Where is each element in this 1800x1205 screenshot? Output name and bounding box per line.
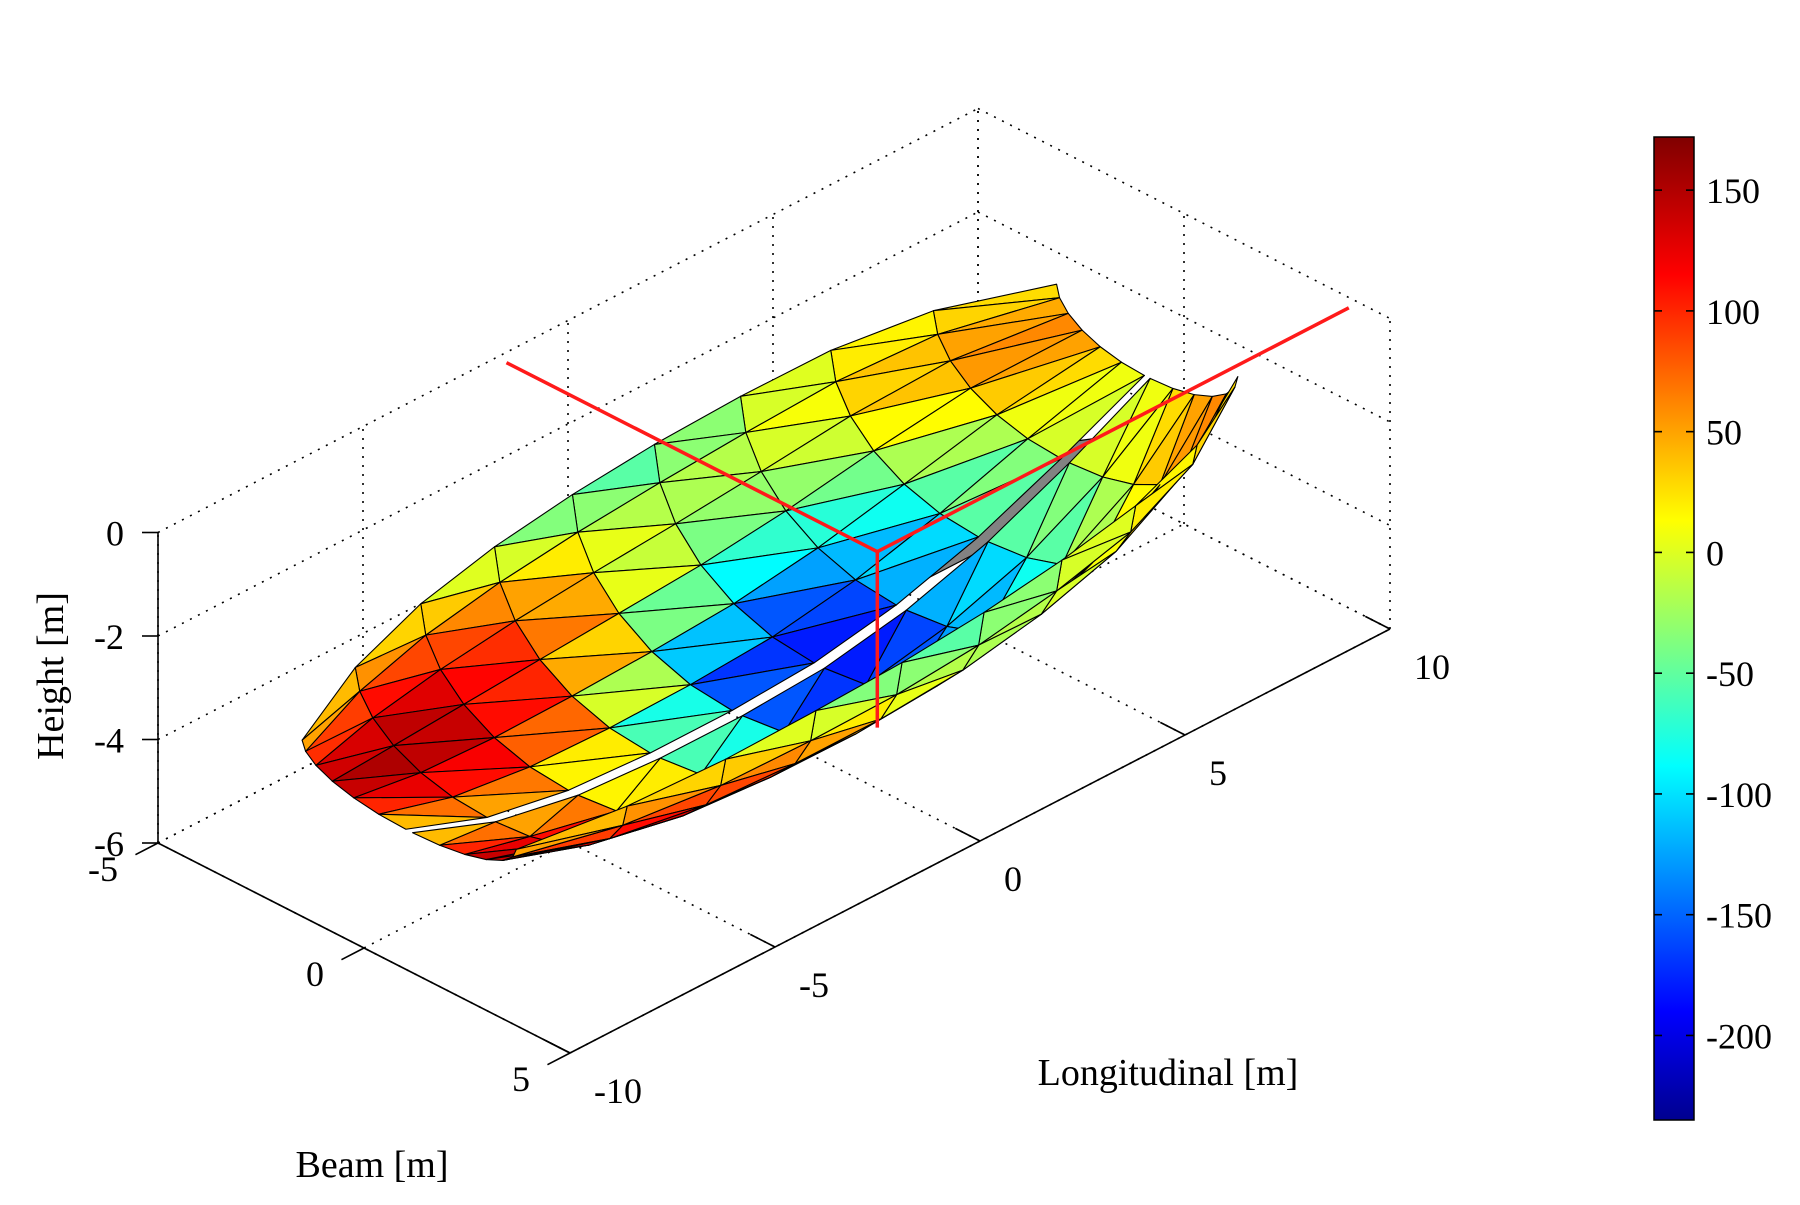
x-tick-mark: [1159, 721, 1186, 736]
colorbar-tick-label: 0: [1706, 533, 1724, 573]
x-tick-label: 10: [1414, 647, 1450, 687]
z-tick-label: -6: [94, 824, 124, 864]
colorbar-tick-label: -150: [1706, 896, 1772, 936]
mesh-triangle: [301, 690, 361, 752]
colorbar-tick-label: 50: [1706, 413, 1742, 453]
x-tick-label: -5: [799, 965, 829, 1005]
y-axis-title: Beam [m]: [295, 1144, 448, 1186]
grid-line: [157, 211, 979, 637]
x-tick-mark: [954, 827, 981, 842]
colorbar-tick-label: -100: [1706, 775, 1772, 815]
colorbar-tick-label: 100: [1706, 292, 1760, 332]
mesh-triangle: [439, 835, 531, 855]
mesh-triangle: [305, 717, 374, 766]
x-axis-title: Longitudinal [m]: [1038, 1052, 1299, 1094]
colorbar: 150 100 50 0 -50 -100 -150 -200: [1653, 136, 1772, 1121]
y-tick-label: -5: [88, 849, 118, 889]
y-tick-label: 5: [512, 1059, 530, 1099]
grid-line: [157, 418, 979, 844]
colorbar-tick-label: 150: [1706, 171, 1760, 211]
grid-line: [157, 107, 979, 534]
grid-line: [977, 107, 1391, 320]
mesh-triangle: [501, 838, 611, 861]
x-tick-label: -10: [594, 1071, 642, 1111]
x-tick-mark: [749, 933, 776, 948]
y-tick-mark: [341, 947, 365, 961]
x-tick-mark: [1364, 615, 1391, 630]
y-tick-label: 0: [306, 954, 324, 994]
y-tick-mark: [547, 1052, 571, 1066]
colorbar-scale: [1653, 136, 1695, 1121]
z-tick-label: 0: [106, 514, 124, 554]
grid-line: [363, 523, 1185, 949]
y-tick-mark: [135, 842, 159, 856]
x-tick-label: 5: [1209, 753, 1227, 793]
reference-beam-line: [505, 361, 879, 554]
mesh-triangle: [315, 745, 395, 782]
overlay-layer: [505, 306, 1350, 728]
mesh-triangle: [378, 813, 488, 830]
colorbar-tick-label: -50: [1706, 654, 1754, 694]
colorbar-tick-label: -200: [1706, 1016, 1772, 1056]
mesh-triangle: [412, 821, 497, 846]
grid-line: [157, 314, 979, 741]
z-tick-label: -4: [94, 721, 124, 761]
reference-longitudinal-line: [876, 306, 1350, 554]
z-axis-title: Height [m]: [30, 592, 72, 760]
x-tick-mark: [544, 1039, 571, 1054]
hull-surface: [301, 283, 1239, 861]
z-tick-label: -2: [94, 617, 124, 657]
mesh-triangle: [512, 824, 624, 858]
x-tick-label: 0: [1004, 859, 1022, 899]
